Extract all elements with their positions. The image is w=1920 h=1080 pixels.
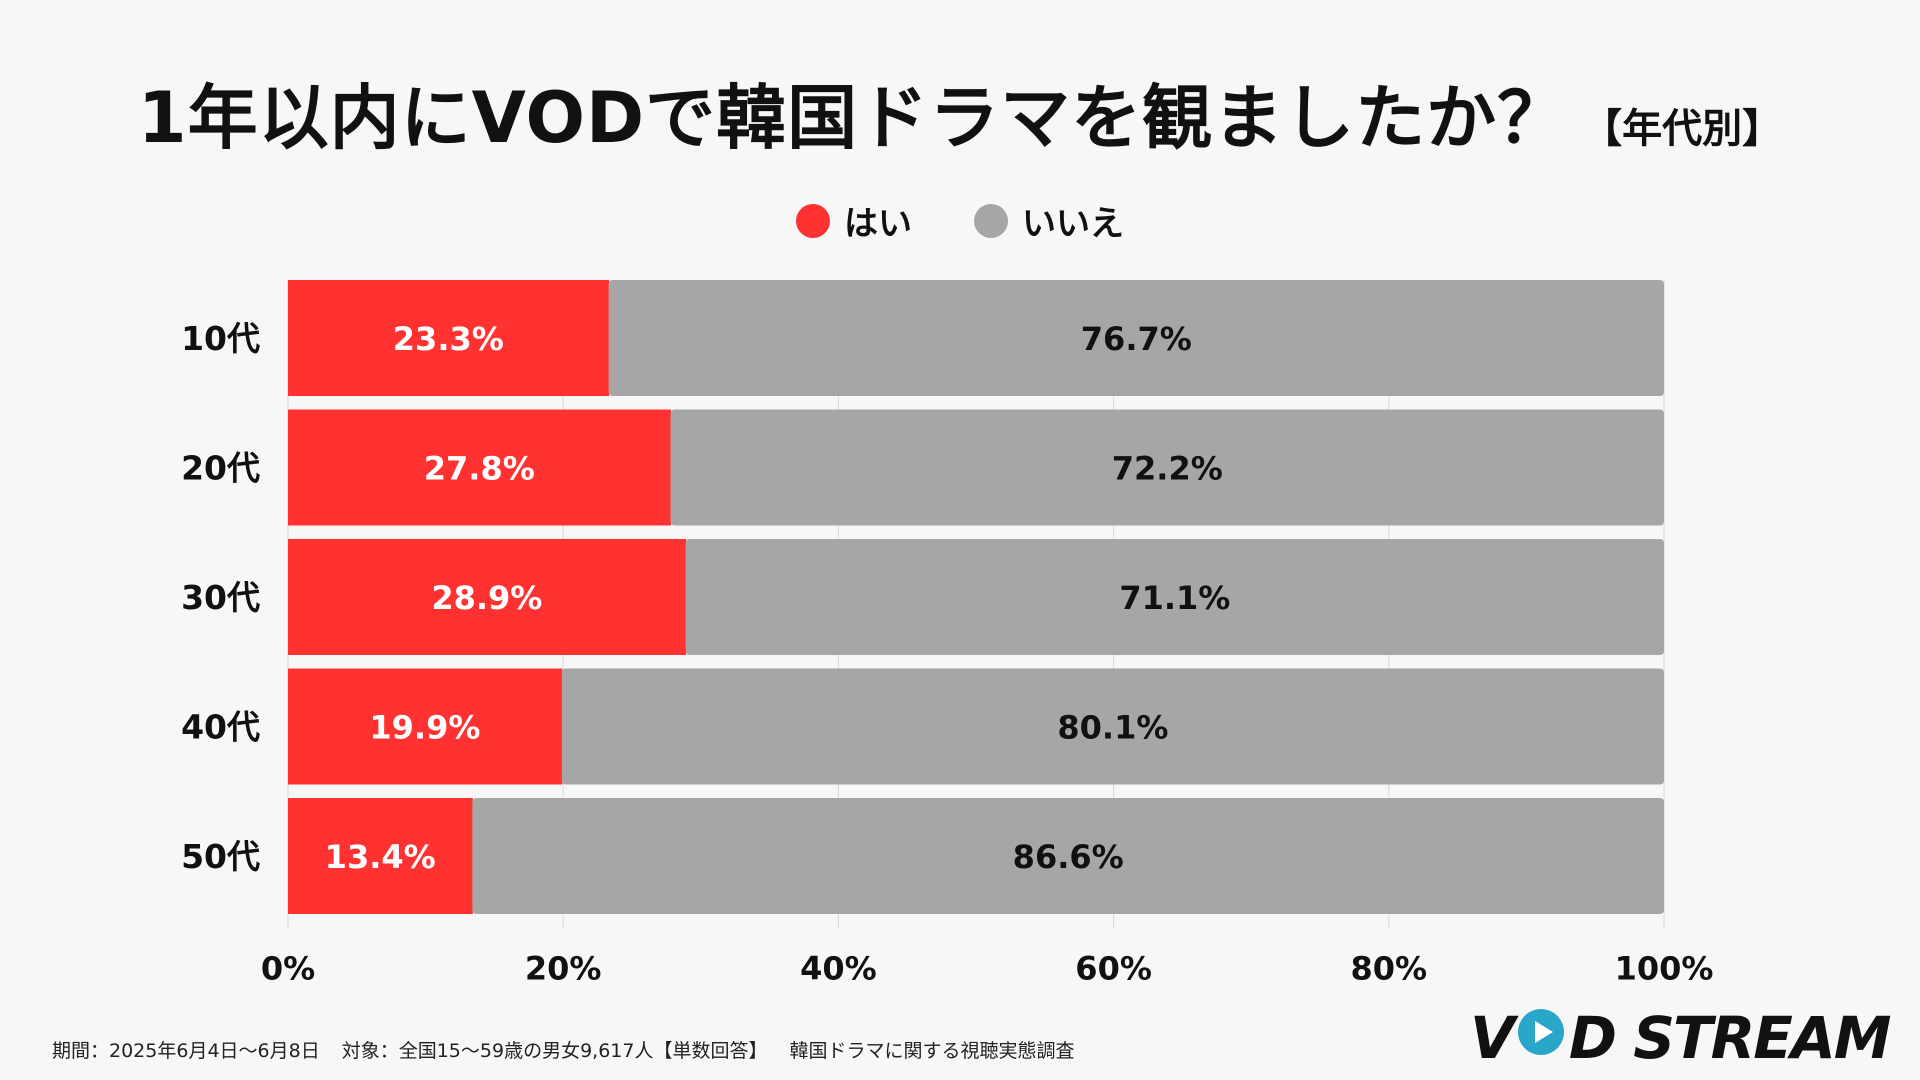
data-label-no-1: 72.2% xyxy=(1112,450,1223,488)
data-label-no-2: 71.1% xyxy=(1119,579,1230,617)
vod-stream-logo: V D STREAM xyxy=(1470,1004,1892,1072)
bar-no-3 xyxy=(561,668,1664,785)
bar-yes-3 xyxy=(288,668,563,785)
title-main: 1年以内にVODで韓国ドラマを観ましたか？ xyxy=(137,77,1569,159)
stacked-bar-chart: 23.3% 76.7% 10代 27.8% 72.2% 20代 28.9% 71.1% 30代 1… xyxy=(181,280,1714,988)
data-label-yes-1: 27.8% xyxy=(424,450,535,488)
category-label-0: 10代 xyxy=(181,319,260,358)
logo-text-left: V xyxy=(1470,1004,1515,1072)
category-label-3: 40代 xyxy=(181,708,260,747)
data-label-yes-3: 19.9% xyxy=(369,709,480,747)
data-label-yes-0: 23.3% xyxy=(393,320,504,358)
x-tick-label-4: 80% xyxy=(1351,950,1428,988)
legend: はい いいえ xyxy=(0,196,1920,245)
footer-survey: 韓国ドラマに関する視聴実態調査 xyxy=(789,1040,1075,1062)
bar-no-2 xyxy=(685,539,1664,655)
data-label-yes-4: 13.4% xyxy=(325,838,436,876)
footer-period: 期間：2025年6月4日〜6月8日 xyxy=(52,1040,320,1062)
data-label-no-4: 86.6% xyxy=(1013,838,1124,876)
legend-label-no: いいえ xyxy=(1022,204,1124,244)
bar-yes-2 xyxy=(288,539,687,655)
play-icon xyxy=(1515,1004,1567,1072)
x-tick-label-3: 60% xyxy=(1075,950,1152,988)
x-tick-label-5: 100% xyxy=(1615,950,1714,988)
bar-yes-0 xyxy=(288,280,610,396)
bar-no-4 xyxy=(472,798,1664,914)
data-label-no-0: 76.7% xyxy=(1081,320,1192,358)
x-tick-label-0: 0% xyxy=(261,950,315,988)
x-tick-label-2: 40% xyxy=(800,950,877,988)
category-label-4: 50代 xyxy=(181,837,260,876)
legend-swatch-no xyxy=(974,203,1008,238)
x-tick-label-1: 20% xyxy=(525,950,602,988)
logo-text-right: D STREAM xyxy=(1568,1004,1892,1072)
title-sub: 【年代別】 xyxy=(1582,106,1783,152)
category-label-1: 20代 xyxy=(181,449,260,488)
legend-item-no: いいえ xyxy=(974,196,1124,245)
bar-no-0 xyxy=(608,280,1665,396)
legend-label-yes: はい xyxy=(844,204,912,244)
category-label-2: 30代 xyxy=(181,578,260,617)
bar-no-1 xyxy=(670,409,1664,526)
chart-title: 1年以内にVODで韓国ドラマを観ましたか？ 【年代別】 xyxy=(0,62,1920,163)
footer-note: 期間：2025年6月4日〜6月8日 対象：全国15〜59歳の男女9,617人【単数… xyxy=(52,1036,1074,1063)
bar-yes-1 xyxy=(288,409,672,526)
legend-item-yes: はい xyxy=(796,196,912,245)
data-label-no-3: 80.1% xyxy=(1057,709,1168,747)
data-label-yes-2: 28.9% xyxy=(431,579,542,617)
footer-target: 対象：全国15〜59歳の男女9,617人【単数回答】 xyxy=(341,1040,768,1062)
bar-yes-4 xyxy=(288,798,473,914)
legend-swatch-yes xyxy=(796,203,830,238)
